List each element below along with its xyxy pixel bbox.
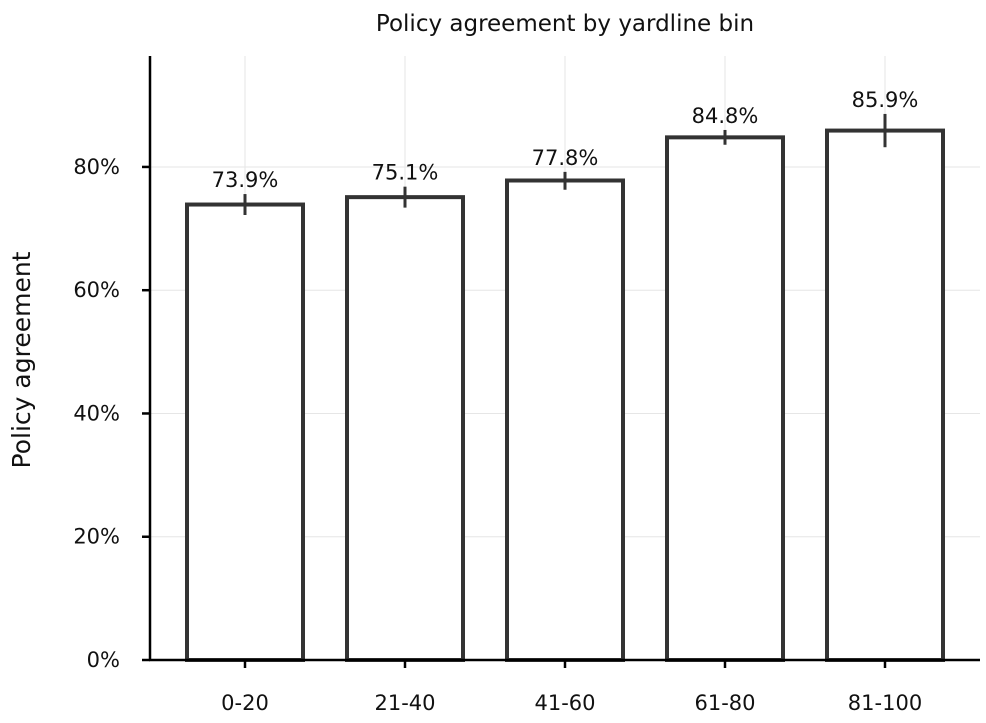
y-axis-label: Policy agreement — [7, 251, 36, 468]
error-bars — [243, 113, 887, 216]
chart-title: Policy agreement by yardline bin — [376, 11, 754, 37]
bar-value-label: 75.1% — [372, 161, 439, 185]
bar — [665, 135, 785, 662]
x-tick-label: 81-100 — [848, 691, 922, 715]
bar-value-label: 77.8% — [532, 146, 599, 170]
x-tick-label: 21-40 — [374, 691, 435, 715]
axes: 0% 20% 40% 60% 80% 0-20 21-40 41-60 61-80 81-100 — [73, 56, 980, 715]
bar — [505, 178, 625, 662]
y-tick-label: 40% — [73, 401, 120, 425]
bars — [185, 128, 945, 663]
y-tick-label: 60% — [73, 278, 120, 302]
bar-value-labels: 73.9% 75.1% 77.8% 84.8% 85.9% — [212, 88, 919, 192]
y-tick-label: 80% — [73, 155, 120, 179]
bar-value-label: 73.9% — [212, 168, 279, 192]
bar-value-label: 85.9% — [852, 88, 919, 112]
bar — [345, 195, 465, 663]
bar-value-label: 84.8% — [692, 104, 759, 128]
x-tick-label: 61-80 — [694, 691, 755, 715]
x-tick-label: 0-20 — [221, 691, 269, 715]
bar — [185, 202, 305, 662]
y-tick-label: 20% — [73, 525, 120, 549]
bar — [825, 128, 945, 663]
y-tick-label: 0% — [87, 648, 120, 672]
x-tick-label: 41-60 — [534, 691, 595, 715]
